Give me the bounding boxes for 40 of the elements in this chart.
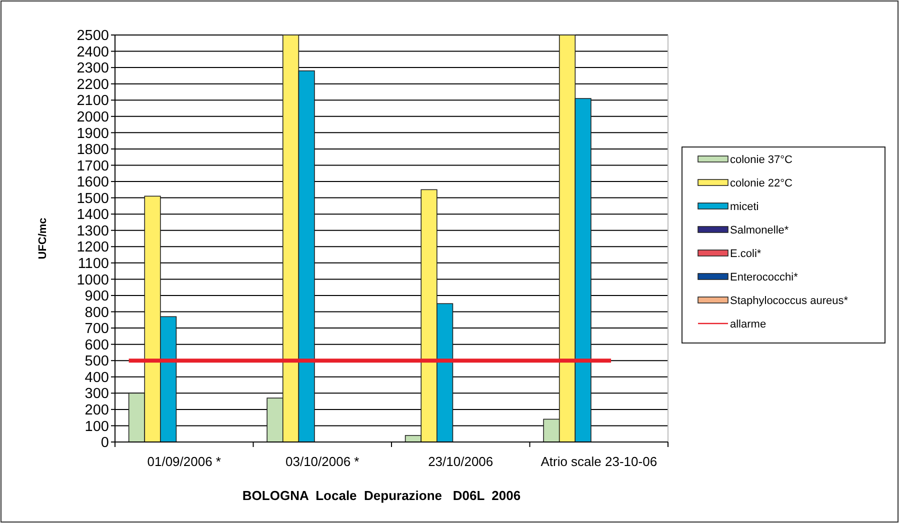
legend-label: colonie 22°C — [730, 177, 793, 190]
y-tick-label: 600 — [84, 337, 109, 354]
x-tick-label: 23/10/2006 — [428, 454, 494, 469]
y-tick-label: 2100 — [76, 93, 109, 110]
x-tick-label: 01/09/2006 * — [147, 454, 221, 469]
y-tick-label: 300 — [84, 386, 109, 402]
y-tick-label: 0 — [100, 435, 109, 452]
y-tick-label: 2000 — [76, 109, 109, 126]
y-tick-label: 900 — [84, 288, 109, 305]
legend-label: E.coli* — [730, 248, 762, 260]
y-tick-label: 100 — [84, 418, 109, 435]
y-axis-title: UFC/mc — [37, 218, 49, 260]
y-tick-label: 200 — [84, 402, 109, 419]
y-tick-label: 400 — [84, 370, 109, 386]
legend-label: allarme — [730, 318, 766, 330]
y-tick-label: 800 — [84, 304, 109, 321]
legend-label: Enterococchi* — [730, 271, 799, 284]
x-tick-label: 03/10/2006 * — [286, 454, 360, 469]
y-tick-label: 1100 — [78, 256, 109, 272]
y-tick-label: 2500 — [76, 28, 109, 44]
y-tick-label: 1200 — [76, 240, 109, 256]
x-tick-label: Atrio scale 23-10-06 — [540, 454, 658, 469]
y-tick-label: 1300 — [76, 223, 109, 240]
y-tick-label: 1700 — [76, 158, 109, 174]
y-tick-label: 2200 — [76, 76, 109, 93]
y-tick-label: 500 — [84, 354, 109, 370]
legend-label: colonie 37°C — [730, 154, 793, 166]
y-tick-label: 1600 — [76, 174, 109, 191]
y-tick-label: 2400 — [76, 44, 109, 60]
y-tick-label: 1400 — [76, 207, 109, 224]
y-tick-label: 1800 — [76, 142, 109, 158]
y-tick-label: 1000 — [76, 272, 109, 288]
legend-label: Salmonelle* — [730, 224, 790, 236]
legend-label: Staphylococcus aureus* — [730, 294, 849, 307]
y-tick-label: 2300 — [76, 60, 109, 77]
x-axis-title: BOLOGNA Locale Depurazione D06L 2006 — [242, 488, 521, 503]
y-tick-label: 1900 — [76, 126, 109, 142]
y-tick-label: 1500 — [76, 190, 109, 207]
legend-label: miceti — [730, 200, 759, 213]
y-tick-label: 700 — [84, 321, 109, 338]
